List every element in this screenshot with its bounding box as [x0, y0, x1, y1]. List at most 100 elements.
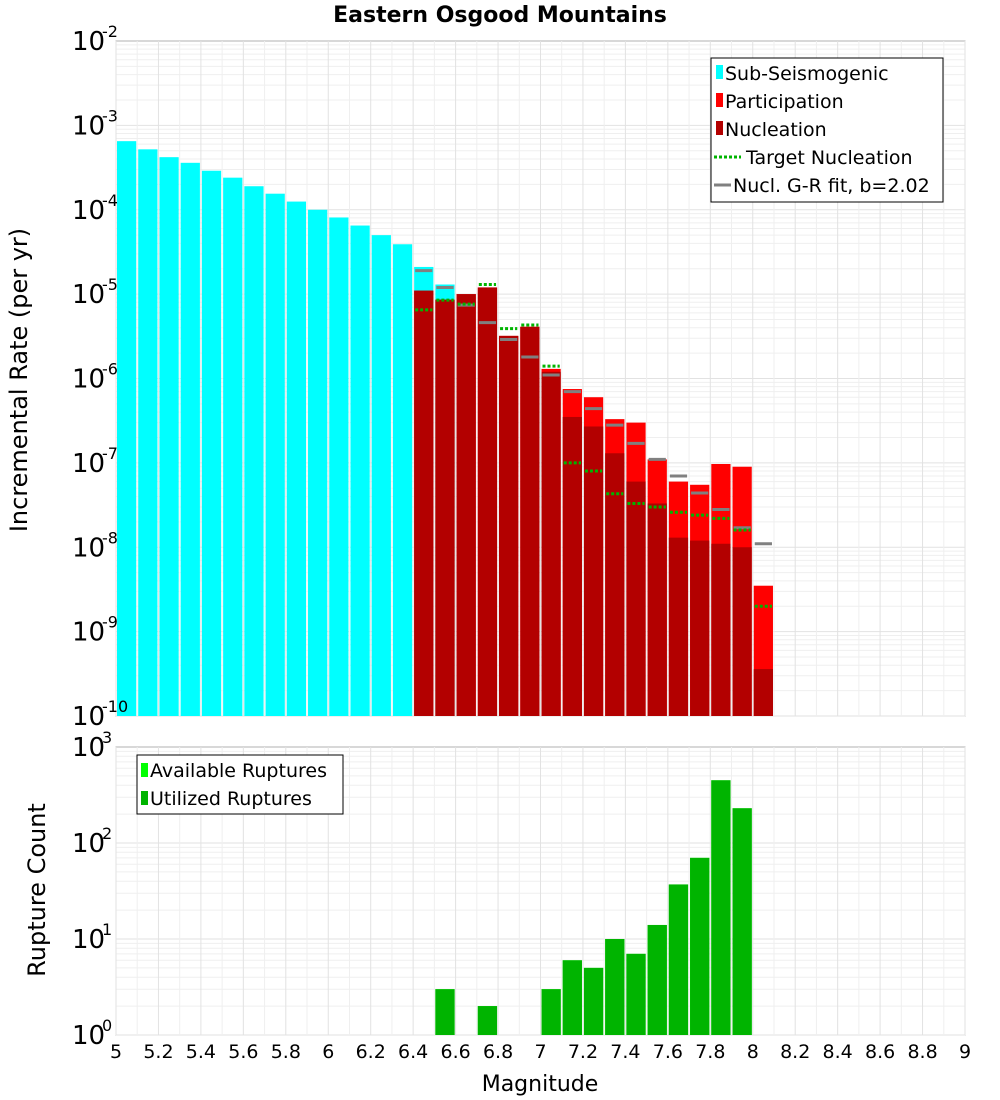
bottom-ytick-exponent: 3: [102, 728, 112, 747]
x-tick-label: 8.2: [780, 1041, 810, 1063]
bottom-ytick-label: 10: [72, 733, 105, 763]
legend-swatch-subseismogenic: [716, 65, 723, 79]
x-tick-label: 6.2: [356, 1041, 386, 1063]
x-tick-label: 5: [110, 1041, 122, 1063]
x-tick-label: 9: [959, 1041, 971, 1063]
x-tick-label: 7: [534, 1041, 546, 1063]
utilized-ruptures-bar: [477, 1006, 498, 1035]
bottom-bars: [435, 780, 752, 1035]
bottom-ytick-label: 10: [72, 925, 105, 955]
legend-swatch-nucleation: [716, 121, 723, 135]
top-ytick-exponent: -7: [102, 444, 118, 463]
nucleation-bar: [626, 481, 646, 716]
nucleation-bar: [647, 503, 667, 716]
x-tick-label: 8.6: [865, 1041, 895, 1063]
subseismogenic-bar: [329, 217, 349, 717]
top-ytick-label: 10: [72, 365, 105, 395]
x-tick-label: 5.2: [143, 1041, 173, 1063]
nucleation-bar: [753, 669, 773, 716]
nucleation-bar: [562, 416, 582, 716]
x-axis-ticks: 5 5.2 5.4 5.6 5.8 6 6.2 6.4 6.6 6.8 7 7.2 7.4 7.6 7.8 8…: [110, 1041, 971, 1063]
x-axis-label: Magnitude: [482, 1072, 599, 1097]
nucleation-bar: [477, 287, 498, 716]
x-tick-label: 7.6: [653, 1041, 683, 1063]
x-tick-label: 8.8: [907, 1041, 937, 1063]
utilized-ruptures-bar: [626, 953, 646, 1035]
top-ytick-exponent: -2: [102, 22, 118, 41]
subseismogenic-bar: [371, 235, 391, 716]
x-tick-label: 7.2: [568, 1041, 598, 1063]
top-bars: [117, 141, 773, 717]
x-tick-label: 5.4: [186, 1041, 216, 1063]
top-ytick-label: 10: [72, 618, 105, 648]
top-ytick-exponent: -4: [102, 191, 118, 210]
subseismogenic-bar: [159, 157, 179, 717]
utilized-ruptures-bar: [690, 857, 710, 1035]
chart-title: Eastern Osgood Mountains: [333, 3, 667, 28]
top-ytick-label: 10: [72, 280, 105, 310]
utilized-ruptures-bar: [541, 989, 561, 1035]
subseismogenic-bar: [286, 201, 307, 716]
nucleation-bar: [499, 335, 519, 716]
x-tick-label: 7.8: [695, 1041, 725, 1063]
x-tick-label: 7.4: [610, 1041, 640, 1063]
legend-label-available: Available Ruptures: [150, 760, 327, 782]
bottom-ytick-exponent: 2: [102, 824, 112, 843]
top-fit-lines: [415, 269, 772, 608]
nucleation-bar: [520, 326, 540, 716]
top-legend: Sub-Seismogenic Participation Nucleation…: [710, 57, 944, 203]
nucleation-bar: [435, 299, 455, 716]
x-tick-label: 5.8: [271, 1041, 301, 1063]
nucleation-bar: [541, 371, 561, 716]
legend-swatch-available: [141, 763, 148, 777]
subseismogenic-bar: [117, 141, 137, 717]
utilized-ruptures-bar: [732, 808, 752, 1035]
top-ytick-exponent: -5: [102, 275, 118, 294]
top-ytick-label: 10: [72, 196, 105, 226]
top-ytick-label: 10: [72, 27, 105, 57]
subseismogenic-bar: [138, 149, 158, 716]
bottom-y-axis-label: Rupture Count: [23, 803, 51, 977]
top-ytick-exponent: -8: [102, 528, 118, 547]
legend-label-nucleation: Nucleation: [725, 119, 827, 141]
bottom-ytick-exponent: 0: [102, 1016, 112, 1035]
subseismogenic-bar: [223, 177, 243, 716]
legend-swatch-utilized: [141, 791, 148, 805]
subseismogenic-bar: [392, 244, 413, 717]
bottom-ytick-label: 10: [72, 1021, 105, 1051]
nucleation-bar: [605, 453, 625, 716]
legend-label-gr-fit: Nucl. G-R fit, b=2.02: [733, 175, 930, 197]
nucleation-bar: [668, 537, 689, 716]
top-ytick-exponent: -9: [102, 613, 118, 632]
top-ytick-label: 10: [72, 449, 105, 479]
bottom-legend-box: [136, 754, 344, 815]
nucleation-bar: [732, 547, 752, 716]
top-ytick-exponent: -10: [102, 697, 128, 716]
bottom-ytick-label: 10: [72, 829, 105, 859]
legend-swatch-participation: [716, 93, 723, 107]
top-ytick-label: 10: [72, 533, 105, 563]
utilized-ruptures-bar: [668, 884, 689, 1035]
top-ytick-exponent: -3: [102, 106, 118, 125]
subseismogenic-bar: [350, 225, 370, 716]
utilized-ruptures-bar: [435, 989, 455, 1035]
utilized-ruptures-bar: [583, 967, 604, 1035]
x-tick-label: 6.8: [483, 1041, 513, 1063]
x-tick-label: 5.6: [228, 1041, 258, 1063]
legend-label-participation: Participation: [725, 91, 844, 113]
subseismogenic-bar: [180, 162, 200, 716]
bottom-ytick-exponent: 1: [102, 920, 112, 939]
x-tick-label: 6.6: [440, 1041, 470, 1063]
subseismogenic-bar: [265, 193, 285, 716]
subseismogenic-bar: [308, 209, 328, 716]
legend-label-target-nucleation: Target Nucleation: [745, 147, 913, 169]
x-tick-label: 8: [747, 1041, 759, 1063]
x-tick-label: 8.4: [823, 1041, 853, 1063]
top-ytick-exponent: -6: [102, 360, 118, 379]
nucleation-bar: [690, 540, 710, 716]
